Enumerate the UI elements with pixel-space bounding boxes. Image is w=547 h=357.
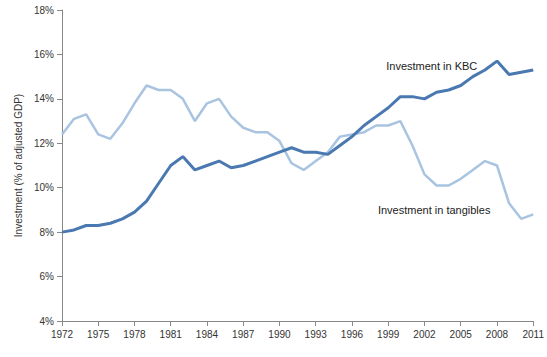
svg-text:12%: 12% — [34, 138, 54, 149]
svg-text:16%: 16% — [34, 49, 54, 60]
svg-text:8%: 8% — [40, 227, 55, 238]
svg-text:2011: 2011 — [522, 329, 544, 340]
svg-text:10%: 10% — [34, 182, 54, 193]
svg-text:18%: 18% — [34, 5, 54, 16]
svg-text:1984: 1984 — [196, 329, 219, 340]
svg-text:Investment in tangibles: Investment in tangibles — [378, 204, 491, 216]
svg-text:1999: 1999 — [377, 329, 400, 340]
svg-text:1975: 1975 — [87, 329, 110, 340]
svg-text:1987: 1987 — [232, 329, 255, 340]
svg-text:1996: 1996 — [341, 329, 364, 340]
svg-text:14%: 14% — [34, 93, 54, 104]
svg-text:1990: 1990 — [268, 329, 291, 340]
svg-text:4%: 4% — [40, 316, 55, 327]
svg-text:Investment (% of adjusted GDP): Investment (% of adjusted GDP) — [13, 94, 24, 237]
svg-text:1972: 1972 — [51, 329, 74, 340]
svg-text:2008: 2008 — [486, 329, 509, 340]
svg-text:1978: 1978 — [123, 329, 146, 340]
svg-text:Investment in KBC: Investment in KBC — [386, 60, 477, 72]
svg-text:6%: 6% — [40, 271, 55, 282]
svg-text:2005: 2005 — [450, 329, 473, 340]
svg-text:1981: 1981 — [160, 329, 183, 340]
svg-text:2002: 2002 — [413, 329, 436, 340]
svg-text:1993: 1993 — [305, 329, 328, 340]
